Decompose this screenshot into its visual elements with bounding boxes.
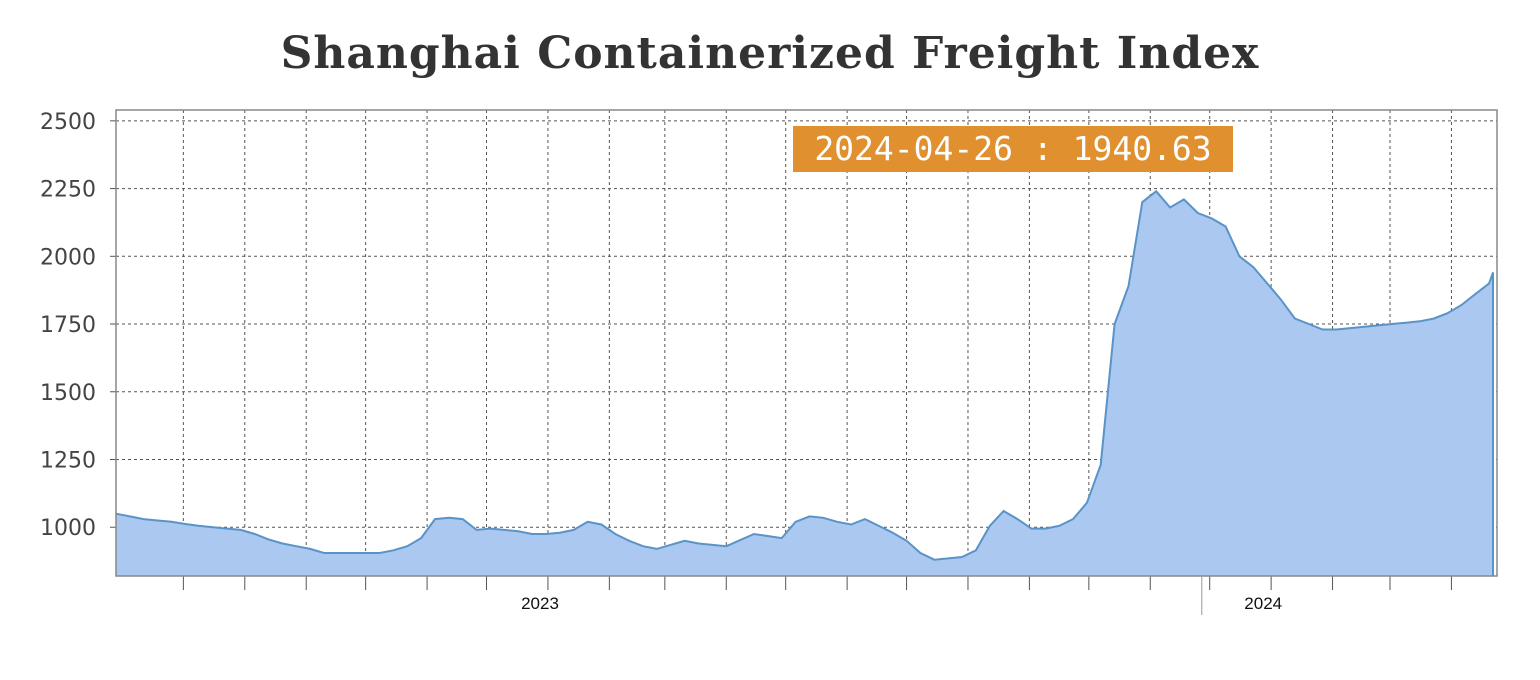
value-tooltip: 2024-04-26 : 1940.63 bbox=[793, 126, 1233, 172]
x-tick-labels: 2023 2024 bbox=[521, 594, 1282, 613]
series-line bbox=[115, 189, 1494, 576]
x-year-label: 2024 bbox=[1244, 594, 1282, 613]
grid-lines bbox=[116, 110, 1497, 576]
y-tick-label: 2500 bbox=[40, 110, 96, 135]
y-tick-label: 1250 bbox=[40, 449, 96, 474]
area-series bbox=[115, 189, 1494, 577]
y-tick-label: 2250 bbox=[40, 178, 96, 203]
chart-title: Shanghai Containerized Freight Index bbox=[280, 28, 1260, 79]
y-tick-label: 1750 bbox=[40, 313, 96, 338]
axes bbox=[110, 109, 1498, 615]
y-tick-label: 2000 bbox=[40, 245, 96, 270]
x-year-label: 2023 bbox=[521, 594, 559, 613]
y-tick-labels: 1000 1250 1500 1750 2000 2250 2500 bbox=[40, 110, 96, 541]
plot-frame bbox=[115, 109, 1498, 577]
y-tick-label: 1500 bbox=[40, 381, 96, 406]
y-tick-label: 1000 bbox=[40, 516, 96, 541]
area-fill bbox=[116, 191, 1493, 577]
